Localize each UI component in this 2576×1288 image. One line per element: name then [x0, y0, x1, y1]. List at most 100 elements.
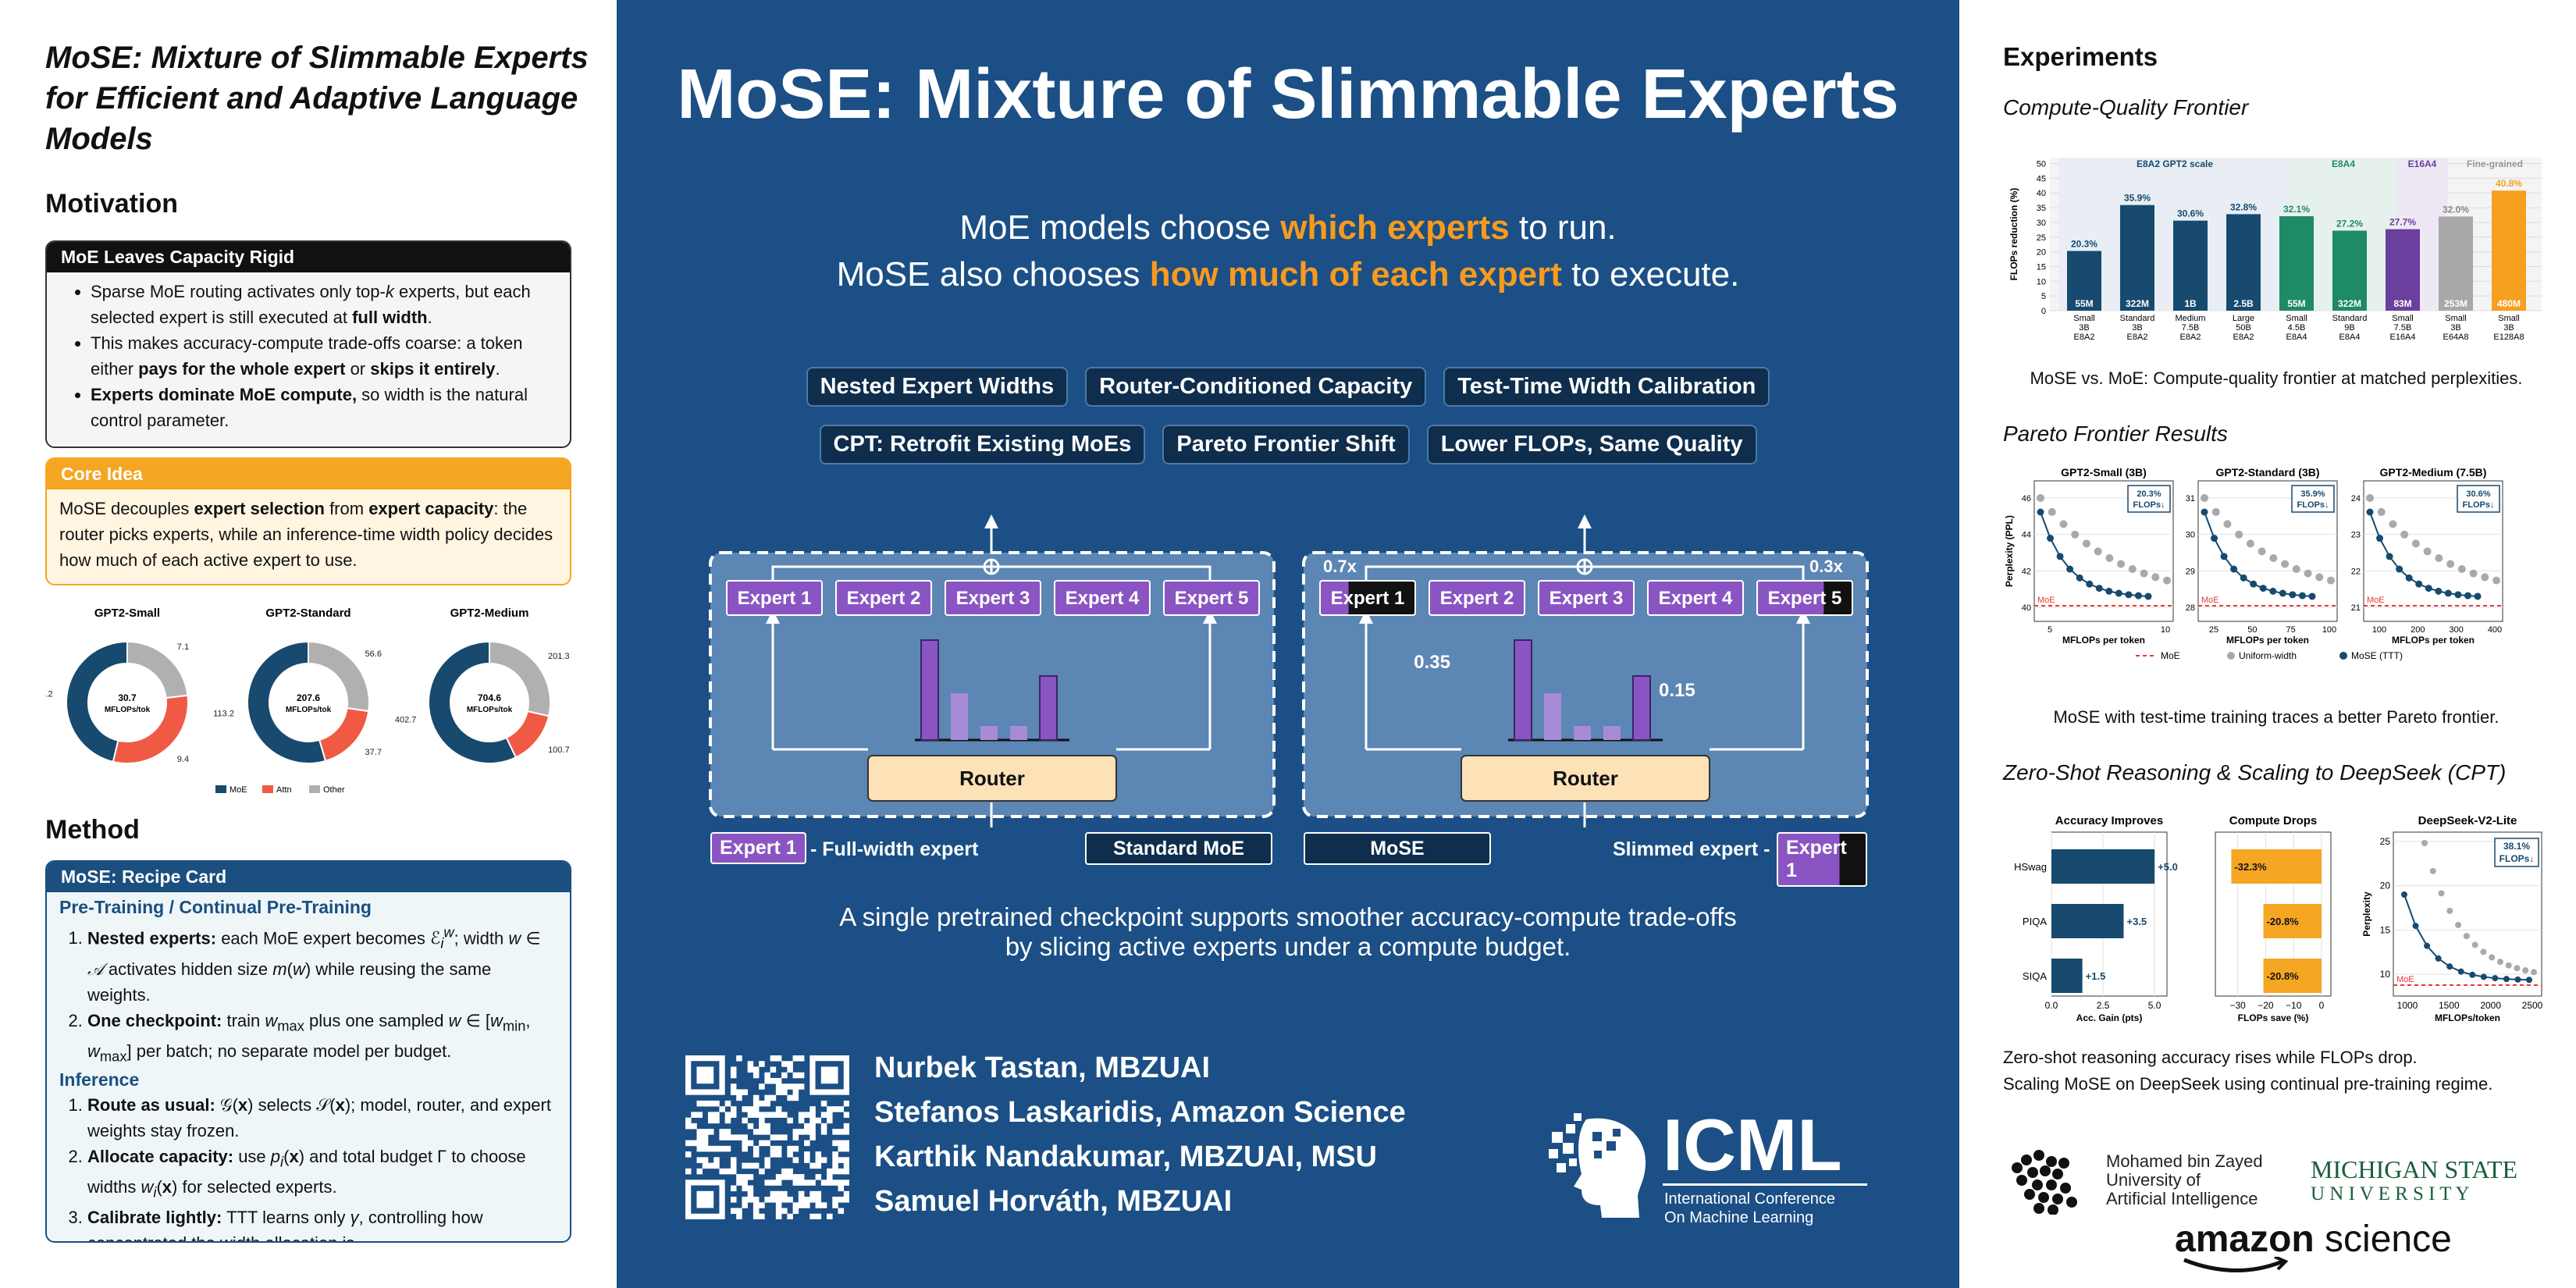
flops-bar [2173, 220, 2208, 311]
legend-label: Other [323, 785, 345, 795]
donut-slice [247, 640, 327, 764]
moe-rigid-title: MoE Leaves Capacity Rigid [47, 242, 570, 272]
donut-title: GPT2-Medium [450, 607, 529, 620]
accuracy-bar [2051, 849, 2155, 884]
moe-line-label: MoE [2201, 596, 2219, 605]
uniform-point [2389, 520, 2397, 528]
flops-reduction-box: 20.3% [2137, 489, 2161, 499]
pretrain-heading: Pre-Training / Continual Pre-Training [59, 897, 372, 917]
moe-rigid-list: Sparse MoE routing activates only top-k … [47, 272, 570, 439]
uniform-point [2505, 962, 2512, 969]
bar-param-label: 1B [2184, 298, 2197, 309]
bar-category-label: E16A4 [2389, 333, 2415, 342]
compute-quality-heading: Compute-Quality Frontier [2003, 95, 2249, 119]
y-tick-label: 24 [2351, 494, 2361, 503]
donut-center-value: 704.6 [478, 692, 501, 703]
y-tick-label: 20 [2037, 248, 2046, 258]
x-tick-label: 100 [2372, 625, 2386, 635]
bar-category-label: 50B [2236, 323, 2251, 333]
qr-code[interactable] [685, 1055, 849, 1219]
moe-vs-mose-diagram: Router Expert 1 Expert 2 Expert 3 Expert 4 E… [709, 514, 1869, 827]
expert-label: Expert 3 [956, 588, 1030, 609]
bar-category-label: E64A8 [2443, 333, 2468, 342]
x-axis-label: MFLOPs per token [2392, 635, 2475, 646]
mose-panel: 0.7x 0.3x Router 0.35 0.15 Expert 1 Exper… [1302, 514, 1869, 827]
core-idea-text: MoSE decouples expert selection from exp… [59, 499, 553, 570]
feature-tag: Test-Time Width Calibration [1443, 367, 1770, 407]
uniform-point [2071, 530, 2080, 539]
icml-logo: ICML International Conference On Machine … [1546, 1108, 1873, 1226]
bar-param-label: 322M [2338, 298, 2361, 309]
donut-value-label: 201.3 [548, 652, 570, 661]
uniform-point [2496, 959, 2503, 966]
y-tick-label: 35 [2037, 204, 2046, 213]
uniform-point [2281, 560, 2290, 568]
caption-line: by slicing active experts under a comput… [1005, 932, 1571, 961]
author: Stefanos Laskaridis, Amazon Science [874, 1096, 1406, 1129]
paper-title: MoSE: Mixture of Slimmable Experts for E… [45, 41, 589, 156]
uniform-point [2446, 560, 2455, 568]
x-tick-label: −10 [2286, 1000, 2302, 1011]
flops-donut-charts: GPT2-Small 7.1 9.4 14.2 30.7 MFLOPs/tok GPT2-S… [45, 607, 570, 795]
uniform-point [2469, 569, 2478, 578]
expert-box: Expert 4 [1647, 580, 1744, 616]
uniform-point [2400, 530, 2409, 539]
icml-wordmark: ICML [1663, 1104, 1842, 1186]
expert-box: Expert 1 [1319, 580, 1416, 616]
uniform-point [2457, 564, 2466, 573]
flops-bar [2332, 230, 2367, 311]
main-title: MoSE: Mixture of Slimmable Experts [677, 55, 1899, 133]
y-tick-label: 15 [2037, 262, 2046, 272]
router-bar [1039, 675, 1058, 741]
legend-swatch [262, 785, 273, 793]
donut-title: GPT2-Small [94, 607, 160, 620]
donut-slice [66, 640, 128, 763]
author-list: Nurbek Tastan, MBZUAI Stefanos Laskaridi… [874, 1046, 1406, 1224]
slim-expert-chip: Expert 1 [1777, 832, 1867, 887]
bar-value-label: +5.0 [2158, 861, 2178, 873]
experiments-heading: Experiments [2003, 42, 2158, 71]
flops-bar [2226, 214, 2261, 311]
method-heading: Method [45, 815, 140, 845]
accuracy-bar [2051, 904, 2124, 938]
x-tick-label: 0.0 [2045, 1000, 2058, 1011]
uniform-point [2411, 539, 2420, 548]
list-item: Route as usual: 𝒢(x) selects 𝒮(x); model… [87, 1092, 559, 1144]
width-fraction-right: 0.3x [1809, 557, 1844, 576]
y-tick-label: 5 [2041, 292, 2046, 301]
feature-tag: Router-Conditioned Capacity [1085, 367, 1427, 407]
uniform-point [2514, 965, 2521, 972]
expert-box: Expert 3 [1538, 580, 1635, 616]
right-column: Experiments Compute-Quality Frontier 0 5 1… [1959, 0, 2576, 1288]
bar-category-label: Small [2392, 314, 2414, 323]
category-label: SIQA [2023, 970, 2047, 982]
donut-value-label: 37.7 [365, 748, 382, 757]
y-tick-label: 50 [2037, 160, 2046, 169]
feature-tag: Lower FLOPs, Same Quality [1426, 425, 1757, 464]
list-item: Nested experts: each MoE expert becomes … [87, 920, 559, 1008]
router-label: Router [1553, 767, 1618, 790]
uniform-point [2423, 547, 2432, 556]
bar-value-label: -20.8% [2267, 916, 2300, 927]
diagram-legend: Expert 1 - Full-width expert Standard Mo… [710, 832, 1867, 887]
x-tick-label: 75 [2286, 625, 2296, 635]
amazon-science-logo: amazon science [2175, 1218, 2452, 1272]
moe-line-label: MoE [2367, 596, 2385, 605]
author: Karthik Nandakumar, MBZUAI, MSU [874, 1140, 1377, 1173]
bar-category-label: Small [2445, 314, 2467, 323]
bar-value-label: 32.8% [2230, 201, 2257, 212]
list-item: Sparse MoE routing activates only top-k … [91, 279, 557, 330]
donut-value-label: 56.6 [365, 649, 382, 659]
y-tick-label: 15 [2380, 924, 2391, 935]
recipe-card: MoSE: Recipe Card Pre-Training / Continu… [45, 860, 571, 1243]
y-tick-label: 31 [2186, 494, 2195, 503]
bar-category-label: 3B [2079, 323, 2089, 333]
flops-save-bar [2263, 959, 2322, 993]
bar-param-label: 83M [2393, 298, 2411, 309]
chart-title: Accuracy Improves [2055, 814, 2163, 827]
bar-category-label: Small [2073, 314, 2095, 323]
y-axis-label: Perplexity [2361, 891, 2372, 937]
bar-param-label: 480M [2497, 298, 2521, 309]
router-weight-label: 0.35 [1414, 652, 1450, 673]
expert-label: Expert 4 [1659, 588, 1733, 609]
